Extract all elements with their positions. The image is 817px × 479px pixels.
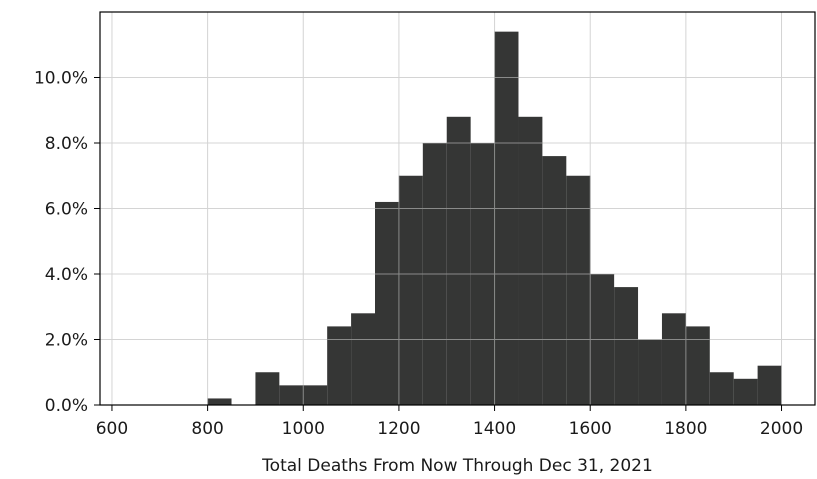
histogram-bar [542, 156, 567, 405]
x-tick-label: 2000 [760, 419, 803, 439]
x-tick-label: 1200 [377, 419, 420, 439]
y-tick-label: 4.0% [45, 265, 88, 285]
histogram-bar [614, 287, 639, 405]
x-tick-label: 1400 [473, 419, 516, 439]
histogram-bar [446, 116, 471, 406]
y-tick-label: 8.0% [45, 134, 88, 154]
histogram-bar [279, 385, 304, 405]
y-tick-label: 10.0% [34, 69, 88, 89]
x-tick-label: 1600 [569, 419, 612, 439]
histogram-bar [518, 116, 543, 406]
histogram-bar [733, 378, 758, 405]
x-axis-label: Total Deaths From Now Through Dec 31, 20… [261, 456, 653, 476]
histogram-bar [685, 326, 710, 405]
y-tick-label: 2.0% [45, 331, 88, 351]
x-tick-label: 600 [96, 419, 128, 439]
histogram-bar [375, 201, 399, 405]
histogram-bar [494, 31, 519, 406]
histogram-bar [638, 339, 662, 405]
y-tick-label: 0.0% [45, 396, 88, 416]
histogram-bar [566, 175, 591, 405]
histogram-bar [351, 313, 375, 405]
histogram-bar [398, 175, 423, 405]
x-tick-label: 1800 [664, 419, 707, 439]
histogram-bar [709, 372, 734, 405]
histogram-bar [255, 372, 280, 405]
x-axis-ticks: 600 800 1000 1200 1400 1600 1800 2000 [96, 405, 803, 439]
histogram-bar [757, 365, 782, 405]
y-axis-ticks: 0.0% 2.0% 4.0% 6.0% 8.0% 10.0% [34, 69, 100, 416]
y-tick-label: 6.0% [45, 200, 88, 220]
histogram-bar [661, 313, 686, 405]
x-tick-label: 1000 [282, 419, 325, 439]
histogram-bar [327, 326, 352, 405]
histogram-bar [207, 398, 232, 405]
x-tick-label: 800 [191, 419, 223, 439]
histogram-bar [303, 385, 328, 405]
